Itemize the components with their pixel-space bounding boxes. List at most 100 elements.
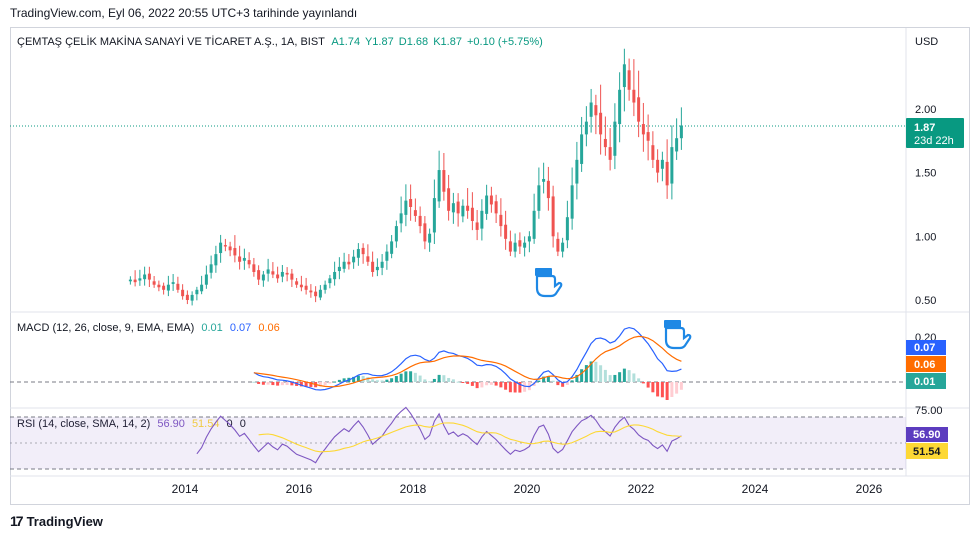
macd-histogram-bar xyxy=(470,382,474,386)
macd-histogram-bar xyxy=(542,376,546,382)
candle-body xyxy=(603,138,607,148)
macd-histogram-bar xyxy=(546,376,550,382)
footer-brand[interactable]: 17 TradingView xyxy=(10,513,103,529)
macd-histogram-bar xyxy=(651,382,655,393)
candle-body xyxy=(204,274,208,285)
candle-body xyxy=(404,200,408,215)
candle-body xyxy=(570,185,574,219)
candle-body xyxy=(456,201,460,214)
candle-body xyxy=(209,264,213,273)
candle-body xyxy=(523,242,527,248)
macd-histogram-bar xyxy=(618,372,622,382)
macd-histogram-bar xyxy=(480,382,484,388)
candle-body xyxy=(675,138,679,152)
candle-body xyxy=(428,233,432,243)
candle-body xyxy=(656,159,660,173)
candle-body xyxy=(171,282,175,284)
macd-histogram-bar xyxy=(675,382,679,394)
macd-histogram-bar xyxy=(451,379,455,382)
macd-histogram-bar xyxy=(252,381,256,383)
macd-badge-hist: 0.01 xyxy=(914,376,935,388)
candle-body xyxy=(513,242,517,252)
candle-body xyxy=(423,223,427,242)
ohlc-change: +0.10 (+5.75%) xyxy=(467,36,543,48)
candle-body xyxy=(461,205,465,217)
macd-histogram-bar xyxy=(523,382,527,392)
symbol-name[interactable]: ÇEMTAŞ ÇELİK MAKİNA SANAYİ VE TİCARET A.… xyxy=(17,36,325,48)
macd-histogram-bar xyxy=(575,374,579,382)
candle-body xyxy=(418,215,422,227)
macd-histogram-bar xyxy=(442,375,446,382)
macd-histogram-bar xyxy=(485,382,489,386)
macd-histogram-bar xyxy=(390,378,394,382)
candle-body xyxy=(546,180,550,199)
candle-body xyxy=(276,274,280,279)
candle-body xyxy=(214,254,218,266)
macd-badge-macd: 0.07 xyxy=(914,342,935,354)
candle-body xyxy=(299,284,303,288)
candle-body xyxy=(432,198,436,233)
candle-body xyxy=(499,214,503,227)
candle-body xyxy=(347,261,351,265)
candle-body xyxy=(394,226,398,242)
macd-histogram-bar xyxy=(561,382,565,387)
candle-body xyxy=(152,281,156,285)
macd-histogram-bar xyxy=(551,380,555,382)
candle-body xyxy=(489,195,493,205)
macd-histogram-bar xyxy=(679,382,683,390)
candle-body xyxy=(375,266,379,271)
macd-histogram-bar xyxy=(584,365,588,382)
candle-body xyxy=(632,89,636,103)
candle-body xyxy=(318,289,322,298)
rsi-badge-ma: 51.54 xyxy=(913,446,941,458)
macd-histogram-bar xyxy=(637,378,641,382)
candle-body xyxy=(314,291,318,297)
candle-body xyxy=(618,89,622,125)
macd-histogram-bar xyxy=(280,382,284,386)
candle-body xyxy=(185,294,189,300)
macd-histogram-bar xyxy=(428,381,432,383)
price-badge-countdown: 23d 22h xyxy=(914,135,954,147)
candle-body xyxy=(646,132,650,141)
macd-pane xyxy=(252,326,683,400)
candle-body xyxy=(584,121,588,135)
candle-body xyxy=(527,236,531,242)
candle-body xyxy=(252,264,256,272)
candle-body xyxy=(608,147,612,160)
candle-body xyxy=(470,207,474,222)
price-tick-label: 1.50 xyxy=(915,168,936,180)
macd-histogram-bar xyxy=(518,382,522,393)
macd-histogram-bar xyxy=(285,382,289,386)
macd-histogram-bar xyxy=(380,380,384,382)
rsi-tick-label: 75.00 xyxy=(915,405,943,417)
macd-histogram-bar xyxy=(404,371,408,382)
macd-histogram-bar xyxy=(461,382,465,383)
time-axis[interactable]: 2014 2016 2018 2020 2022 2024 2026 xyxy=(172,482,883,496)
macd-histogram-bar xyxy=(622,368,626,382)
macd-histogram-bar xyxy=(660,382,664,398)
macd-histogram-bar xyxy=(399,373,403,382)
candle-body xyxy=(670,147,674,184)
candle-body xyxy=(271,271,275,275)
candle-body xyxy=(147,273,151,280)
macd-histogram-bar xyxy=(261,382,265,385)
macd-histogram-bar xyxy=(437,374,441,382)
hand-pointer-icon xyxy=(664,320,692,350)
ohlc-low: D1.68 xyxy=(398,36,429,48)
candles xyxy=(128,48,683,306)
candle-body xyxy=(589,102,593,117)
macd-signal-line xyxy=(253,335,682,388)
candle-body xyxy=(143,274,147,280)
macd-histogram-bar xyxy=(613,374,617,382)
macd-histogram-bar xyxy=(656,382,660,397)
macd-histogram-bar xyxy=(665,382,669,400)
macd-histogram-bar xyxy=(271,382,275,386)
time-tick-label: 2022 xyxy=(628,482,655,496)
macd-histogram-bar xyxy=(599,365,603,382)
macd-histogram-bar xyxy=(342,378,346,382)
macd-histogram-bar xyxy=(466,382,470,384)
candle-body xyxy=(627,70,631,90)
macd-legend[interactable]: MACD (12, 26, close, 9, EMA, EMA) 0.01 0… xyxy=(17,322,284,334)
